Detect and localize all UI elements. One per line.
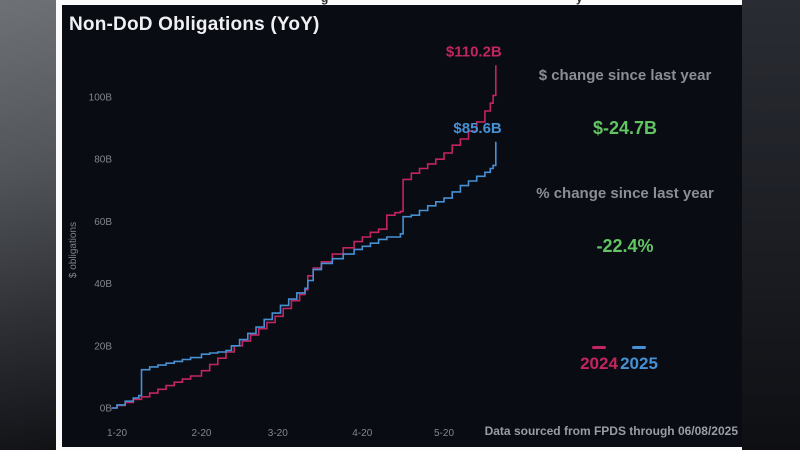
- legend-item-2024: 2024: [580, 346, 618, 374]
- legend: 2024 2025: [580, 346, 658, 374]
- y-tick-label: 100B: [89, 93, 113, 104]
- y-tick-label: 80B: [94, 155, 112, 166]
- page-title: Non-DoD Obligations (YoY): [69, 14, 320, 35]
- legend-label-2024: 2024: [580, 354, 618, 373]
- series-line-2024: [111, 65, 497, 409]
- x-tick-label: 4-20: [352, 428, 372, 439]
- y-tick-label: 40B: [94, 279, 112, 290]
- stat-pct-change-label: % change since last year: [536, 185, 714, 202]
- end-label-2025: $85.6B: [453, 120, 502, 137]
- cutoff-text-fragment: g: [321, 0, 328, 5]
- stat-dollar-change-value: $-24.7B: [592, 118, 658, 138]
- obligations-chart: 0B 20B 40B 60B 80B 100B 1-20 2-20 3-20 4-20 5-20 $1…: [89, 43, 502, 439]
- end-label-2024: $110.2B: [446, 43, 502, 60]
- series-line-2025: [111, 141, 497, 409]
- footer-source-note: Data sourced from FPDS through 06/08/202…: [484, 424, 738, 438]
- legend-item-2025: 2025: [620, 346, 658, 374]
- y-tick-label: 60B: [94, 217, 112, 228]
- x-tick-label: 2-20: [191, 428, 211, 439]
- left-gradient-band: [0, 0, 56, 450]
- top-page-strip: g y: [56, 0, 742, 5]
- y-tick-label: 0B: [100, 404, 113, 415]
- stat-pct-change-value: -22.4%: [596, 236, 654, 256]
- right-gradient-band: [742, 0, 800, 450]
- x-tick-label: 3-20: [268, 428, 288, 439]
- x-tick-label: 5-20: [434, 428, 454, 439]
- legend-swatch-2024: [592, 346, 606, 349]
- stats-block: $ change since last year $-24.7B % chang…: [482, 67, 768, 257]
- chart-panel: Non-DoD Obligations (YoY) $ obligations …: [62, 5, 742, 447]
- cutoff-text-fragment: y: [576, 0, 583, 5]
- legend-swatch-2025: [632, 346, 646, 349]
- legend-label-2025: 2025: [620, 354, 658, 373]
- x-tick-label: 1-20: [107, 428, 127, 439]
- stat-dollar-change-label: $ change since last year: [538, 67, 712, 84]
- y-tick-label: 20B: [94, 341, 112, 352]
